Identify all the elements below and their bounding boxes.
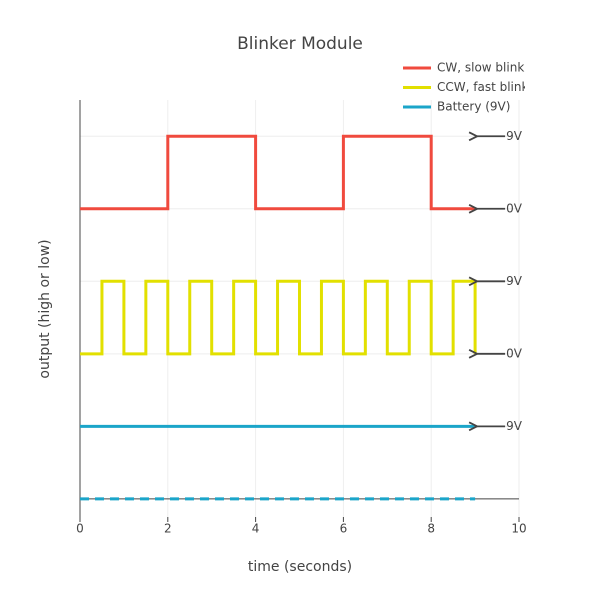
annotation-text: 9V — [506, 129, 523, 143]
x-tick-label: 4 — [252, 522, 260, 536]
annotation-text: 9V — [506, 274, 523, 288]
x-tick-label: 2 — [164, 522, 172, 536]
series-line — [80, 134, 476, 211]
legend-label: Battery (9V) — [437, 100, 510, 114]
legend-label: CW, slow blink — [437, 61, 524, 75]
series-line — [80, 279, 477, 356]
x-tick-label: 10 — [511, 522, 526, 536]
x-tick-label: 8 — [427, 522, 435, 536]
x-axis-title: time (seconds) — [248, 559, 352, 575]
y-axis-title: output (high or low) — [37, 239, 53, 378]
legend: CW, slow blink CCW, fast blink Battery (9V… — [403, 61, 528, 114]
legend-label: CCW, fast blink — [437, 80, 528, 94]
x-tick-label: 0 — [76, 522, 84, 536]
annotation-text: 9V — [506, 419, 523, 433]
annotation-text: 0V — [506, 201, 523, 215]
x-tick-label: 6 — [340, 522, 348, 536]
annotation-text: 0V — [506, 346, 523, 360]
chart-title: Blinker Module — [237, 34, 363, 54]
